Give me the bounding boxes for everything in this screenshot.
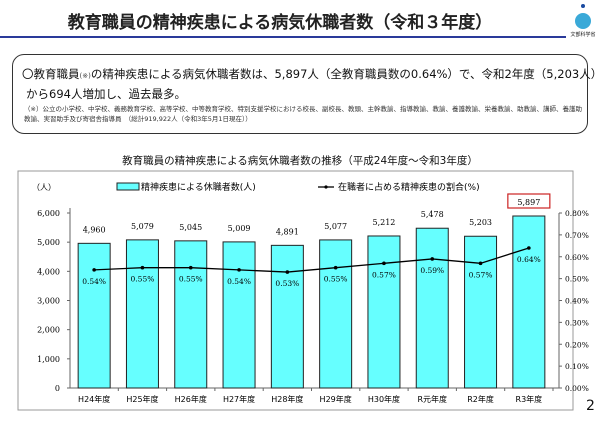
ratio-point <box>92 268 96 272</box>
summary-box <box>12 54 588 134</box>
y-tick-label: 2,000 <box>37 326 60 335</box>
y-tick-label: 6,000 <box>37 209 60 218</box>
bar-data-label: 4,960 <box>83 225 106 234</box>
ratio-point <box>285 270 290 274</box>
title-rule <box>0 36 566 38</box>
ratio-point <box>237 268 241 272</box>
x-tick-label: H29年度 <box>320 394 352 404</box>
x-tick-label: R3年度 <box>516 394 543 404</box>
bar <box>319 239 353 389</box>
bar-data-label: 5,203 <box>469 218 492 227</box>
line-data-label: 0.59% <box>420 266 444 275</box>
y-tick-label: 0 <box>55 384 60 393</box>
summary-line-1: 〇教育職員(※)の精神疾患による病気休職者数は、5,897人（全教育職員数の0.… <box>22 67 600 81</box>
bar <box>222 241 256 389</box>
bar <box>415 227 449 389</box>
y-tick-label: 3,000 <box>37 297 60 306</box>
x-tick-label: H25年度 <box>126 394 158 404</box>
ratio-point <box>527 246 531 250</box>
x-tick-label: H27年度 <box>223 394 255 404</box>
legend-bar-label: 精神疾患による休職者数(人) <box>141 181 256 193</box>
x-tick-label: H24年度 <box>78 394 110 404</box>
line-data-label: 0.55% <box>131 275 155 284</box>
y2-tick-label: 0.40% <box>565 297 589 306</box>
y2-tick-label: 0.80% <box>565 209 589 218</box>
bar <box>367 235 401 389</box>
ratio-point <box>333 265 338 270</box>
y2-tick-label: 0.10% <box>565 362 589 371</box>
bar-data-label: 5,212 <box>372 218 395 227</box>
bar <box>125 239 159 389</box>
bar-data-label: 5,897 <box>517 198 540 207</box>
y2-tick-label: 0.50% <box>565 275 589 284</box>
line-data-label: 0.53% <box>275 279 299 288</box>
x-tick-label: R2年度 <box>467 394 494 404</box>
ratio-point <box>478 261 483 266</box>
bar-data-label: 5,079 <box>131 222 154 231</box>
line-data-label: 0.54% <box>82 277 106 286</box>
legend-line-marker <box>324 185 328 189</box>
mext-logo: 文部科学省 <box>570 4 596 38</box>
page-number: 2 <box>586 398 595 414</box>
x-tick-label: H30年度 <box>368 394 400 404</box>
ratio-point <box>140 265 145 270</box>
chart-title: 教育職員の精神疾患による病気休職者数の推移（平成24年度～令和3年度） <box>122 155 478 167</box>
y-tick-label: 5,000 <box>37 238 60 247</box>
bar <box>464 235 498 389</box>
ratio-line <box>94 247 530 273</box>
ratio-point <box>188 265 193 270</box>
summary-line-2: から694人増加し、過去最多。 <box>26 87 186 101</box>
page-title: 教育職員の精神疾患による病気休職者数（令和３年度） <box>67 13 493 33</box>
y2-tick-label: 0.00% <box>565 384 589 393</box>
y2-tick-label: 0.60% <box>565 253 589 262</box>
y2-tick-label: 0.30% <box>565 318 589 327</box>
chart-frame <box>17 170 574 411</box>
summary-footnote: （※）公立の小学校、中学校、義務教育学校、高等学校、中等教育学校、特別支援学校に… <box>24 105 582 123</box>
x-tick-label: R元年度 <box>417 394 447 404</box>
y-tick-label: 1,000 <box>37 355 60 364</box>
bar <box>270 244 304 389</box>
ratio-point <box>430 257 435 261</box>
bar-data-label: 5,009 <box>228 224 251 233</box>
bar <box>174 240 208 389</box>
bar-data-label: 5,478 <box>421 210 444 219</box>
line-data-label: 0.54% <box>227 277 251 286</box>
bar <box>512 215 546 389</box>
y-tick-label: 4,000 <box>37 267 60 276</box>
bar-data-label: 5,045 <box>179 223 202 232</box>
y2-tick-label: 0.20% <box>565 340 589 349</box>
bar-data-label: 4,891 <box>276 227 299 236</box>
line-data-label: 0.55% <box>324 275 348 284</box>
legend-line-label: 在職者に占める精神疾患の割合(%) <box>338 181 480 193</box>
y-axis-label: （人） <box>32 183 56 192</box>
x-tick-label: H26年度 <box>175 394 207 404</box>
line-data-label: 0.55% <box>179 275 203 284</box>
bar-data-label: 5,077 <box>324 222 347 231</box>
line-data-label: 0.57% <box>372 270 396 279</box>
bar <box>77 242 111 389</box>
highlight-box <box>507 193 551 209</box>
ratio-point <box>382 261 386 266</box>
x-tick-label: H28年度 <box>271 394 303 404</box>
line-data-label: 0.57% <box>469 270 493 279</box>
y2-tick-label: 0.70% <box>565 231 589 240</box>
line-data-label: 0.64% <box>517 255 541 264</box>
legend-bar-swatch <box>116 182 140 191</box>
